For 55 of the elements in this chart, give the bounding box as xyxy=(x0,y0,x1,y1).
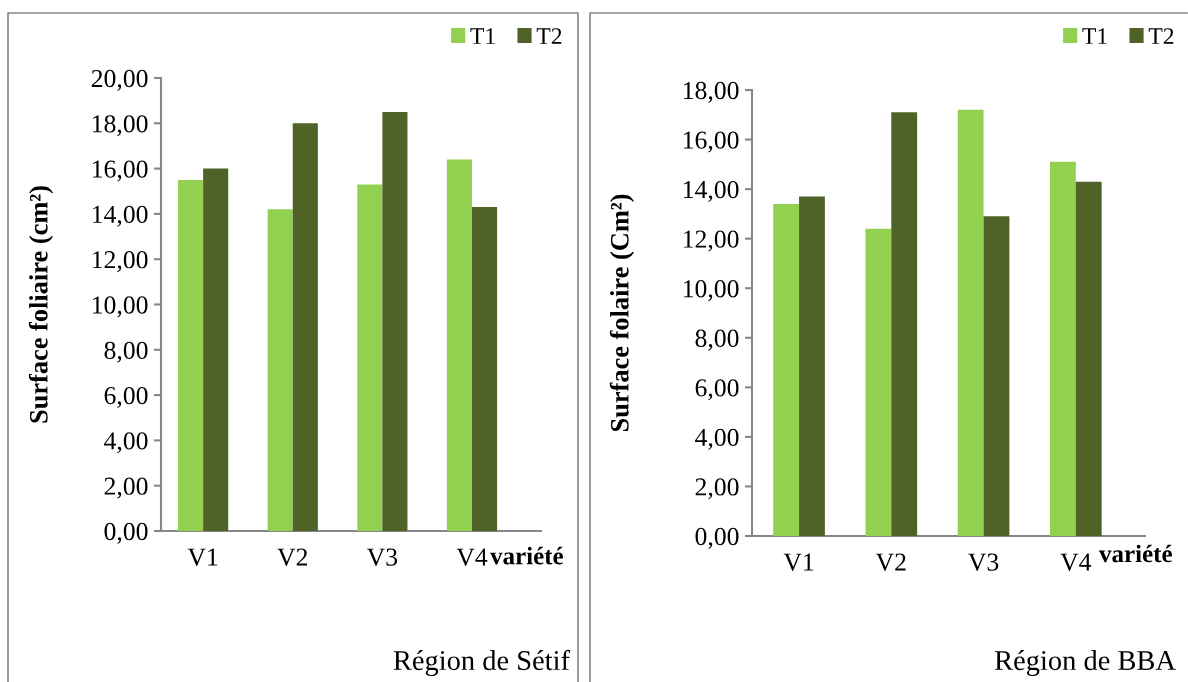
bar xyxy=(983,216,1010,536)
y-tick-label: 20,00 xyxy=(91,69,148,91)
x-axis-title: variété xyxy=(490,546,563,565)
y-tick-label: 12,00 xyxy=(683,230,739,252)
y-tick-label: 4,00 xyxy=(104,432,148,454)
y-tick-label: 18,00 xyxy=(92,115,148,137)
bar xyxy=(446,159,472,531)
x-tick-label: V3 xyxy=(968,553,999,571)
bar xyxy=(203,168,229,531)
x-tick-label: V1 xyxy=(187,548,218,566)
bar xyxy=(357,184,383,531)
bar xyxy=(1049,161,1076,536)
bar xyxy=(292,123,318,531)
y-tick-label: 8,00 xyxy=(695,329,739,351)
x-tick-label: V2 xyxy=(875,553,906,571)
x-tick-label: V1 xyxy=(783,553,814,571)
x-tick-label: V4 xyxy=(456,548,488,566)
bar xyxy=(178,179,204,531)
y-tick-label: 16,00 xyxy=(92,160,148,182)
y-tick-label: 14,00 xyxy=(92,205,148,227)
legend-label: T1 xyxy=(1082,28,1107,44)
y-tick-label: 0,00 xyxy=(104,522,148,544)
y-tick-label: 0,00 xyxy=(695,527,739,549)
y-tick-label: 10,00 xyxy=(92,296,148,318)
y-tick-label: 10,00 xyxy=(683,280,739,302)
legend-label: T1 xyxy=(470,28,495,44)
y-tick-label: 2,00 xyxy=(695,478,739,500)
x-tick-label: V2 xyxy=(277,548,308,566)
y-tick-label: 12,00 xyxy=(92,251,148,273)
bar xyxy=(865,228,892,536)
y-tick-label: 16,00 xyxy=(683,131,739,153)
bar xyxy=(773,203,800,536)
text: Région de Sétif xyxy=(393,649,570,676)
y-axis-title: Surface folaire (Cm²) xyxy=(609,194,635,432)
legend-label: T2 xyxy=(536,28,562,44)
legend-label: T2 xyxy=(1148,28,1174,44)
y-tick-label: 8,00 xyxy=(104,341,148,363)
x-tick-label: V3 xyxy=(366,548,398,566)
y-tick-label: 4,00 xyxy=(695,428,739,450)
bar xyxy=(799,196,825,536)
x-tick-label: V4 xyxy=(1060,553,1092,571)
bar xyxy=(382,111,408,531)
bar xyxy=(1075,181,1102,536)
bar xyxy=(471,207,498,531)
y-tick-label: 2,00 xyxy=(104,477,148,499)
y-tick-label: 6,00 xyxy=(695,379,739,401)
y-axis-title: Surface foliaire (cm²) xyxy=(28,186,54,423)
bar xyxy=(957,109,984,536)
y-tick-label: 18,00 xyxy=(683,81,739,103)
y-tick-label: 6,00 xyxy=(104,386,148,408)
bar xyxy=(891,112,918,536)
y-tick-label: 14,00 xyxy=(683,180,739,202)
bar xyxy=(267,209,293,531)
text: Région de BBA xyxy=(994,650,1176,676)
x-axis-title: variété xyxy=(1099,544,1172,563)
